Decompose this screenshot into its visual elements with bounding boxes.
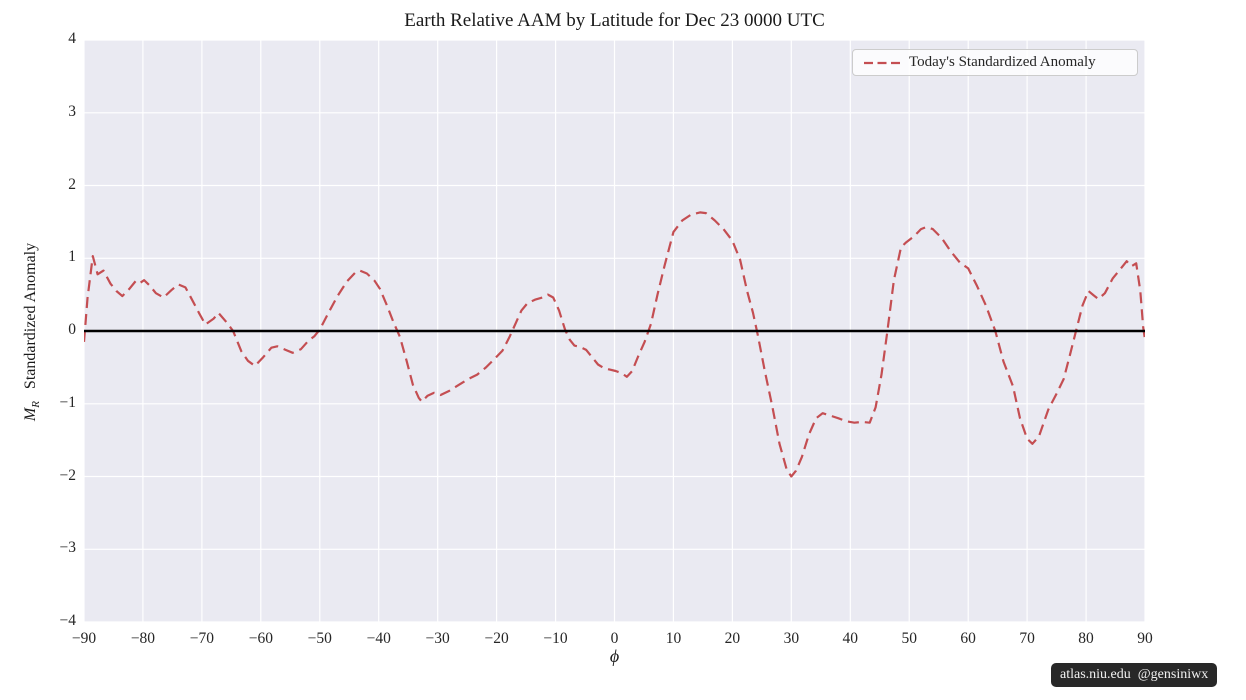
x-tick-label: −10 — [543, 630, 568, 647]
y-tick-label: −4 — [59, 612, 77, 629]
x-tick-label: 0 — [610, 630, 619, 647]
x-tick-label: 10 — [665, 630, 682, 647]
watermark-badge: atlas.niu.edu @gensiniwx — [1051, 663, 1218, 687]
x-tick-label: −90 — [71, 630, 97, 647]
x-tick-label: 90 — [1137, 630, 1153, 647]
chart-title: Earth Relative AAM by Latitude for Dec 2… — [404, 10, 825, 31]
y-tick-label: −1 — [59, 393, 77, 411]
x-tick-label: 60 — [960, 630, 976, 647]
plot-svg — [84, 40, 1145, 622]
legend-dash-sample — [864, 61, 900, 64]
x-tick-label: −30 — [425, 630, 450, 647]
plot-area — [84, 40, 1145, 622]
x-axis-label: ϕ — [609, 646, 620, 666]
x-tick-label: 40 — [842, 630, 859, 647]
legend: Today's Standardized Anomaly — [852, 49, 1138, 76]
x-tick-label: −70 — [189, 630, 214, 647]
x-tick-label: −60 — [248, 630, 273, 647]
anomaly-line — [84, 211, 1145, 478]
x-tick-label: 70 — [1019, 630, 1035, 647]
legend-label: Today's Standardized Anomaly — [909, 54, 1096, 70]
x-tick-label: 30 — [783, 630, 800, 647]
x-tick-label: −20 — [484, 630, 509, 647]
watermark-text: atlas.niu.edu @gensiniwx — [1060, 667, 1209, 682]
y-tick-label: −3 — [59, 539, 77, 557]
x-tick-label: −40 — [366, 630, 391, 647]
y-tick-label: −2 — [59, 466, 77, 484]
x-tick-label: 20 — [724, 630, 741, 647]
y-tick-label: 3 — [68, 102, 76, 120]
y-tick-label: 1 — [68, 248, 76, 266]
y-tick-label: 2 — [68, 175, 76, 193]
y-tick-label: 0 — [68, 321, 76, 338]
x-tick-label: −80 — [130, 630, 156, 647]
x-tick-label: 50 — [901, 630, 917, 647]
x-tick-label: −50 — [307, 630, 332, 647]
x-tick-label: 80 — [1078, 630, 1094, 647]
y-tick-label: 4 — [68, 30, 76, 47]
